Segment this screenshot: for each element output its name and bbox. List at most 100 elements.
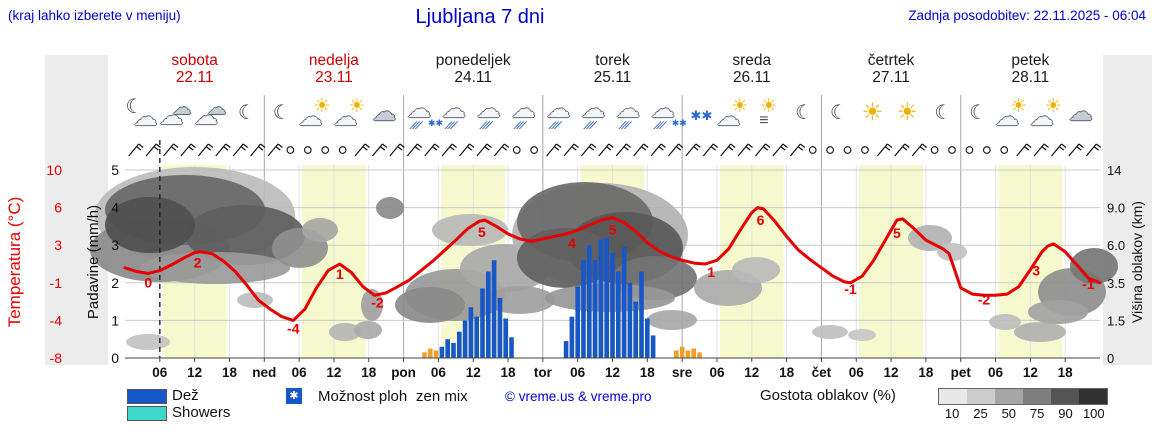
right-axis-panel <box>1103 55 1152 365</box>
moon-icon: ☾ <box>237 102 256 124</box>
svg-text:5: 5 <box>478 224 486 240</box>
rain-icon: ☁ ⁄⁄⁄ <box>476 96 501 133</box>
svg-text:18: 18 <box>779 365 795 380</box>
svg-text:12: 12 <box>187 365 202 380</box>
svg-text:0: 0 <box>1107 351 1114 366</box>
svg-text:5: 5 <box>609 222 617 238</box>
svg-text:06: 06 <box>709 365 725 380</box>
svg-text:2: 2 <box>194 254 202 270</box>
svg-text:1: 1 <box>336 266 344 282</box>
rain-legend-label: Dež <box>172 387 199 404</box>
svg-text:3.5: 3.5 <box>1107 276 1125 291</box>
rain-icon: ☁ ⁄⁄⁄ <box>581 96 606 133</box>
svg-text:9.0: 9.0 <box>1107 201 1125 216</box>
rain-snow-icon: ☁ ⁄⁄⁄ ✱✱ <box>650 96 687 133</box>
day-headers: sobota 22.11 nedelja 23.11 ponedeljek 24.11 to… <box>125 52 1100 86</box>
density-tick-label: 50 <box>1001 406 1017 421</box>
sun-cloud-icon: ☀ ☁ <box>716 96 749 131</box>
svg-text:5: 5 <box>893 225 901 241</box>
svg-text:čet: čet <box>812 365 832 380</box>
svg-text:0: 0 <box>144 274 152 290</box>
svg-text:18: 18 <box>501 365 517 380</box>
day-name: sreda <box>732 52 772 69</box>
day-name: sobota <box>171 52 218 69</box>
day-date: 25.11 <box>593 69 632 86</box>
weather-icons-row: ☾ ☁ ☁ ☁ ☁ ☁ ☾ ☾ ☀ ☁ ☀ ☁ ☁ ☁ ⁄⁄⁄ ✱✱ ☁ ⁄⁄⁄ ☁ ⁄⁄⁄ ☁ ⁄⁄⁄ ☁ ⁄⁄⁄ ☁ ⁄⁄⁄ ☁… <box>125 97 1100 139</box>
day-date: 24.11 <box>454 69 493 86</box>
svg-text:18: 18 <box>222 365 238 380</box>
density-segment <box>995 389 1023 404</box>
cloud-axis-title: Višina oblakov (km) <box>1129 201 1145 323</box>
legend: Dež Showers ✱ Možnost ploh zen mix © vre… <box>0 384 1152 443</box>
day-name: ponedeljek <box>435 52 511 69</box>
svg-text:-1: -1 <box>1082 276 1095 292</box>
day-header: petek 28.11 <box>961 52 1100 86</box>
svg-text:6: 6 <box>54 200 62 216</box>
day-header: nedelja 23.11 <box>264 52 403 86</box>
moon-icon: ☾ <box>795 102 813 124</box>
svg-text:14: 14 <box>1107 163 1121 178</box>
svg-text:12: 12 <box>744 365 759 380</box>
moon-icon: ☾ <box>829 102 848 124</box>
svg-text:1: 1 <box>707 264 715 280</box>
day-header: torek 25.11 <box>543 52 682 86</box>
day-date: 23.11 <box>315 69 353 86</box>
showers-swatch <box>127 406 167 421</box>
precip-axis-title: Padavine (mm/h) <box>85 204 102 320</box>
svg-text:12: 12 <box>884 365 899 380</box>
clouds-icon: ☁ ☁ <box>159 98 192 130</box>
sun-icon: ☀ <box>861 99 884 126</box>
density-tick-label: 75 <box>1029 406 1045 421</box>
cloud-icon: ☁ <box>372 99 397 126</box>
svg-text:12: 12 <box>466 365 481 380</box>
day-header: ponedeljek 24.11 <box>404 52 543 86</box>
svg-text:3: 3 <box>111 237 119 253</box>
day-name: četrtek <box>867 52 915 69</box>
copyright-link[interactable]: © vreme.us & vreme.pro <box>505 389 652 404</box>
svg-text:06: 06 <box>152 365 168 380</box>
svg-text:12: 12 <box>1023 365 1038 380</box>
cloud-density-label: Gostota oblakov (%) <box>760 387 896 404</box>
svg-text:18: 18 <box>1058 365 1074 380</box>
svg-text:6: 6 <box>757 212 765 228</box>
svg-text:18: 18 <box>918 365 934 380</box>
snow-icon: ✱✱ <box>690 108 713 123</box>
day-header: četrtek 27.11 <box>821 52 960 86</box>
svg-text:06: 06 <box>988 365 1004 380</box>
svg-text:06: 06 <box>849 365 865 380</box>
day-name: nedelja <box>308 52 359 69</box>
svg-text:1: 1 <box>111 312 119 328</box>
density-tick-label: 10 <box>944 406 960 421</box>
shower-chance-label: Možnost ploh <box>318 388 408 405</box>
svg-text:10: 10 <box>46 162 62 178</box>
svg-text:tor: tor <box>534 365 553 380</box>
svg-text:4: 4 <box>111 200 119 216</box>
sun-cloud-icon: ☀ ☁ <box>1029 96 1062 131</box>
day-date: 22.11 <box>175 69 214 86</box>
sun-cloud-icon: ☀ ☁ <box>994 96 1027 131</box>
svg-text:5: 5 <box>111 162 119 178</box>
svg-text:18: 18 <box>640 365 656 380</box>
cloud-density-scale <box>938 388 1108 405</box>
temperature-axis-title: Temperatura (°C) <box>5 196 24 328</box>
density-segment <box>1023 389 1051 404</box>
showers-legend-label: Showers <box>172 404 231 421</box>
svg-text:3: 3 <box>54 237 62 253</box>
svg-text:6.0: 6.0 <box>1107 238 1125 253</box>
svg-text:-8: -8 <box>50 350 63 366</box>
svg-text:sre: sre <box>672 365 693 380</box>
svg-text:-4: -4 <box>287 320 300 336</box>
sun-cloud-icon: ☀ ☁ <box>333 96 366 131</box>
density-tick-label: 25 <box>973 406 988 421</box>
svg-text:ned: ned <box>252 365 276 380</box>
moon-icon: ☾ <box>934 102 953 124</box>
rain-swatch <box>127 389 167 404</box>
svg-text:0: 0 <box>111 350 119 366</box>
svg-text:2: 2 <box>111 275 119 291</box>
svg-text:06: 06 <box>292 365 308 380</box>
density-segment <box>939 389 967 404</box>
svg-text:4: 4 <box>568 235 576 251</box>
svg-text:06: 06 <box>431 365 447 380</box>
